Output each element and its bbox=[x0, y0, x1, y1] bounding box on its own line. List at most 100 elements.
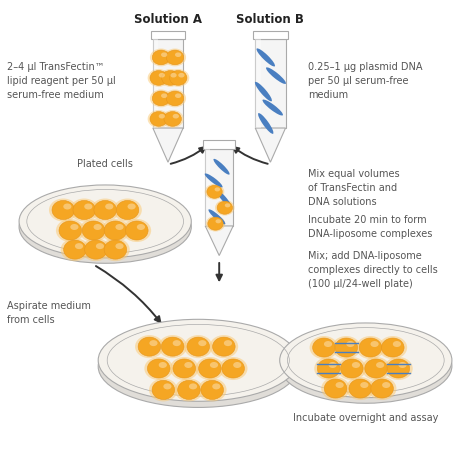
Ellipse shape bbox=[82, 221, 105, 240]
Ellipse shape bbox=[233, 362, 241, 368]
Ellipse shape bbox=[152, 380, 174, 399]
Bar bbox=[153, 39, 158, 128]
Bar bbox=[153, 39, 183, 128]
Text: Solution B: Solution B bbox=[237, 12, 304, 25]
Text: Plated cells: Plated cells bbox=[77, 159, 133, 169]
Ellipse shape bbox=[263, 100, 283, 116]
Ellipse shape bbox=[280, 323, 452, 398]
Ellipse shape bbox=[335, 338, 357, 357]
Ellipse shape bbox=[382, 338, 404, 357]
Ellipse shape bbox=[187, 337, 210, 356]
Text: 2–4 µl TransFectin™
lipid reagent per 50 µl
serum-free medium: 2–4 µl TransFectin™ lipid reagent per 50… bbox=[8, 62, 116, 100]
Ellipse shape bbox=[158, 335, 187, 358]
Ellipse shape bbox=[205, 184, 224, 200]
Ellipse shape bbox=[147, 359, 170, 378]
Ellipse shape bbox=[170, 71, 187, 85]
Ellipse shape bbox=[91, 199, 119, 222]
Ellipse shape bbox=[212, 384, 220, 390]
Ellipse shape bbox=[332, 336, 361, 359]
Ellipse shape bbox=[398, 362, 407, 368]
Ellipse shape bbox=[217, 201, 232, 214]
Ellipse shape bbox=[359, 338, 382, 357]
Ellipse shape bbox=[115, 243, 124, 249]
Ellipse shape bbox=[376, 362, 384, 368]
Ellipse shape bbox=[321, 377, 350, 400]
Ellipse shape bbox=[75, 243, 83, 249]
Ellipse shape bbox=[210, 362, 218, 368]
Ellipse shape bbox=[349, 379, 372, 398]
Ellipse shape bbox=[98, 319, 298, 401]
Ellipse shape bbox=[210, 335, 238, 358]
Ellipse shape bbox=[207, 185, 222, 198]
Ellipse shape bbox=[49, 199, 78, 222]
Ellipse shape bbox=[128, 203, 136, 209]
Ellipse shape bbox=[346, 341, 355, 347]
Ellipse shape bbox=[145, 357, 173, 380]
Ellipse shape bbox=[159, 69, 182, 87]
Ellipse shape bbox=[352, 362, 360, 368]
Ellipse shape bbox=[317, 359, 340, 378]
Ellipse shape bbox=[116, 201, 139, 219]
Ellipse shape bbox=[70, 199, 99, 222]
Polygon shape bbox=[255, 128, 285, 162]
Ellipse shape bbox=[310, 336, 338, 359]
Ellipse shape bbox=[79, 219, 108, 242]
Ellipse shape bbox=[161, 337, 184, 356]
Ellipse shape bbox=[313, 338, 335, 357]
Ellipse shape bbox=[362, 357, 391, 380]
Ellipse shape bbox=[170, 73, 177, 77]
Ellipse shape bbox=[161, 94, 167, 98]
Ellipse shape bbox=[225, 203, 230, 207]
Text: Mix; add DNA-liposome
complexes directly to cells
(100 µl/24-well plate): Mix; add DNA-liposome complexes directly… bbox=[308, 251, 438, 289]
Ellipse shape bbox=[266, 67, 286, 84]
Ellipse shape bbox=[371, 379, 393, 398]
Ellipse shape bbox=[59, 221, 82, 240]
Ellipse shape bbox=[122, 219, 151, 242]
Text: Mix equal volumes
of TransFectin and
DNA solutions: Mix equal volumes of TransFectin and DNA… bbox=[308, 169, 399, 207]
Ellipse shape bbox=[147, 69, 170, 87]
Ellipse shape bbox=[113, 199, 142, 222]
Ellipse shape bbox=[61, 238, 89, 261]
Ellipse shape bbox=[166, 50, 184, 65]
Ellipse shape bbox=[258, 113, 273, 134]
Ellipse shape bbox=[368, 377, 396, 400]
Ellipse shape bbox=[255, 82, 272, 101]
Ellipse shape bbox=[337, 357, 366, 380]
Ellipse shape bbox=[213, 337, 235, 356]
Ellipse shape bbox=[104, 221, 127, 240]
Ellipse shape bbox=[360, 382, 368, 388]
Ellipse shape bbox=[184, 335, 213, 358]
Ellipse shape bbox=[161, 53, 167, 57]
Ellipse shape bbox=[52, 201, 74, 219]
Ellipse shape bbox=[174, 378, 203, 402]
Ellipse shape bbox=[199, 359, 221, 378]
Ellipse shape bbox=[150, 112, 167, 126]
Ellipse shape bbox=[135, 335, 164, 358]
Ellipse shape bbox=[164, 89, 186, 107]
Ellipse shape bbox=[73, 201, 95, 219]
Ellipse shape bbox=[164, 112, 182, 126]
Ellipse shape bbox=[101, 238, 130, 261]
Ellipse shape bbox=[82, 238, 110, 261]
Ellipse shape bbox=[328, 362, 337, 368]
Ellipse shape bbox=[162, 110, 184, 128]
Ellipse shape bbox=[201, 380, 223, 399]
Ellipse shape bbox=[356, 336, 385, 359]
Ellipse shape bbox=[84, 240, 107, 259]
Ellipse shape bbox=[170, 357, 199, 380]
Bar bbox=[151, 31, 185, 39]
Ellipse shape bbox=[175, 53, 182, 57]
Ellipse shape bbox=[175, 94, 182, 98]
Ellipse shape bbox=[215, 200, 235, 216]
Ellipse shape bbox=[173, 340, 181, 346]
Ellipse shape bbox=[137, 224, 145, 230]
Ellipse shape bbox=[198, 340, 207, 346]
Bar bbox=[255, 39, 285, 128]
Ellipse shape bbox=[19, 190, 191, 263]
Bar bbox=[203, 140, 236, 148]
Ellipse shape bbox=[336, 382, 344, 388]
Ellipse shape bbox=[213, 159, 229, 175]
Ellipse shape bbox=[224, 340, 232, 346]
Ellipse shape bbox=[56, 219, 84, 242]
Ellipse shape bbox=[256, 48, 275, 66]
